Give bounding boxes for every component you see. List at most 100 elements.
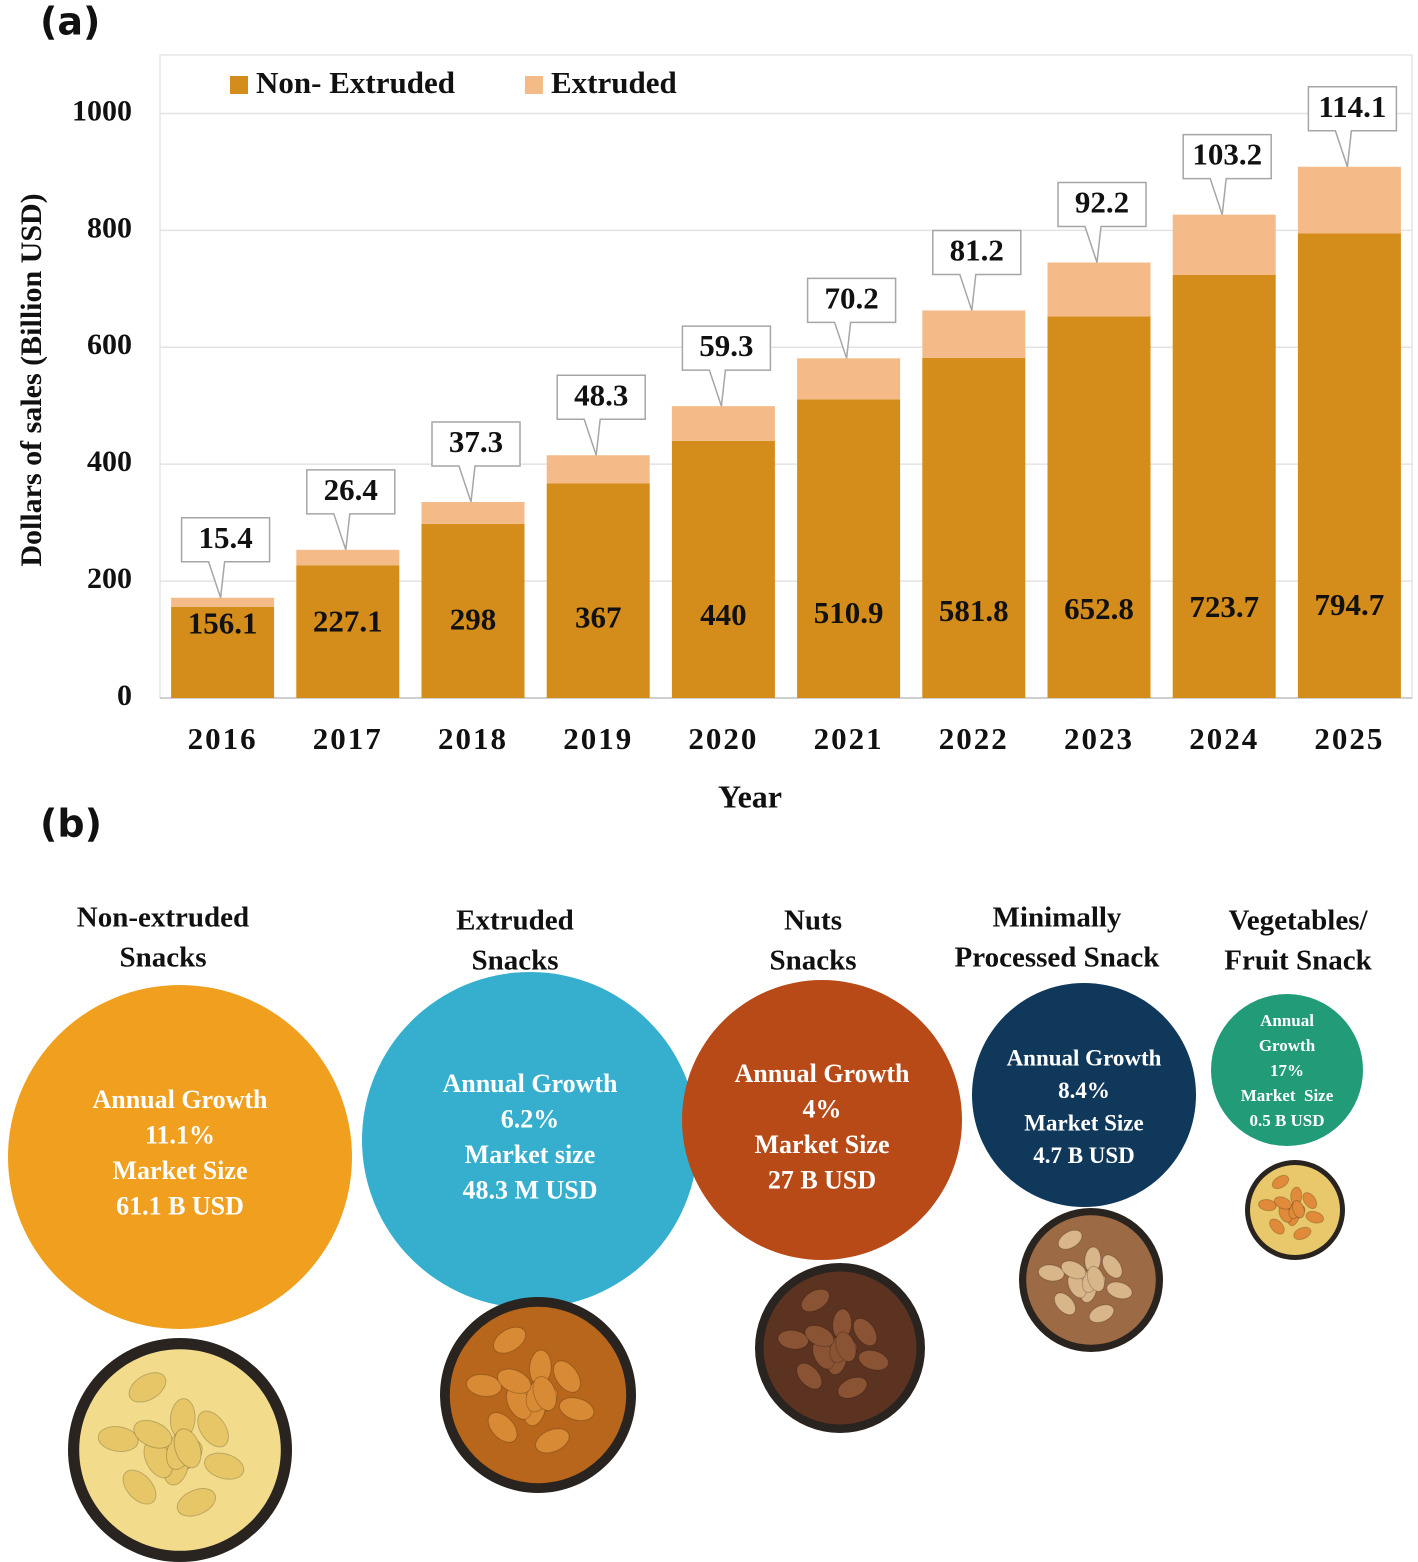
panel-label: (b) — [40, 802, 102, 846]
data-label: 26.4 — [324, 472, 378, 507]
x-axis-title: Year — [718, 778, 782, 814]
snack-bubble — [682, 980, 962, 1260]
y-axis-title: Dollars of sales (Billion USD) — [15, 193, 48, 566]
snack-bubble — [362, 972, 698, 1308]
snack-title: Nuts — [784, 905, 842, 937]
bubble-text: Market size — [465, 1140, 596, 1169]
data-label: 723.7 — [1189, 589, 1259, 624]
snack-title: Vegetables/ — [1228, 905, 1368, 937]
data-label: 15.4 — [198, 520, 252, 555]
bar-segment — [296, 549, 400, 566]
callout-box — [556, 374, 646, 456]
data-label: 794.7 — [1315, 587, 1385, 622]
food-piece — [852, 1317, 878, 1347]
food-piece — [97, 1426, 139, 1453]
food-piece — [532, 1375, 557, 1412]
data-label: 156.1 — [188, 606, 258, 641]
y-tick-label: 0 — [117, 679, 132, 712]
snack-title: Non-extruded — [77, 902, 249, 934]
food-piece — [796, 1362, 823, 1390]
food-piece — [176, 1488, 217, 1517]
bar-segment — [296, 565, 400, 698]
food-piece — [777, 1329, 809, 1350]
legend-swatch — [230, 76, 248, 94]
food-piece — [558, 1397, 595, 1422]
snack-title: Snacks — [769, 945, 856, 977]
snack-bubble — [8, 985, 352, 1329]
x-tick-label: 2022 — [939, 721, 1009, 756]
bubble-text: Market Size — [1024, 1110, 1143, 1135]
callout-box — [1182, 133, 1272, 215]
y-tick-label: 1000 — [72, 94, 132, 127]
callout-box — [1057, 181, 1147, 263]
bar-segment — [421, 502, 525, 524]
snack-bubble — [1211, 994, 1363, 1146]
bubble-text: 48.3 M USD — [462, 1175, 597, 1204]
data-label: 652.8 — [1064, 591, 1134, 626]
food-piece — [1273, 1196, 1292, 1210]
food-piece — [858, 1349, 889, 1371]
bubble-text: 17% — [1270, 1061, 1304, 1080]
food-piece — [204, 1452, 245, 1480]
bar-segment — [171, 597, 275, 607]
bar-segment — [922, 310, 1026, 358]
y-tick-label: 400 — [87, 445, 132, 478]
x-tick-label: 2016 — [188, 721, 258, 756]
bubble-text: 8.4% — [1058, 1078, 1110, 1103]
callout-box — [806, 277, 897, 359]
callout-box — [306, 469, 396, 551]
bubble-text: 61.1 B USD — [116, 1191, 244, 1220]
data-label: 70.2 — [824, 280, 878, 315]
bar-segment — [922, 357, 1026, 698]
food-piece — [492, 1326, 527, 1354]
bar-segment — [797, 399, 901, 698]
snack-bubble — [972, 983, 1196, 1207]
legend-label: Non- Extruded — [256, 65, 455, 100]
food-piece — [835, 1331, 857, 1363]
data-label: 59.3 — [699, 328, 753, 363]
x-tick-label: 2020 — [688, 721, 758, 756]
data-label: 298 — [450, 601, 497, 636]
food-piece — [497, 1368, 532, 1394]
bubble-text: Growth — [1259, 1036, 1316, 1055]
snack-title: Extruded — [456, 905, 574, 937]
bubble-text: Annual — [1260, 1011, 1314, 1030]
food-piece — [128, 1372, 167, 1403]
y-tick-label: 600 — [87, 328, 132, 361]
bar-segment — [1297, 233, 1401, 698]
snack-title: Minimally — [993, 902, 1122, 934]
x-tick-label: 2023 — [1064, 721, 1134, 756]
food-piece — [1269, 1218, 1285, 1235]
callout-box — [431, 421, 521, 503]
food-piece — [1086, 1265, 1106, 1292]
bar-segment — [1172, 274, 1276, 698]
bubble-text: Annual Growth — [92, 1085, 268, 1114]
y-tick-label: 800 — [87, 211, 132, 244]
food-piece — [487, 1412, 518, 1443]
food-piece — [553, 1360, 581, 1393]
food-piece — [804, 1324, 835, 1348]
bubble-text: Annual Growth — [442, 1069, 618, 1098]
data-label: 440 — [700, 597, 747, 632]
food-piece — [173, 1428, 202, 1469]
bubble-text: 6.2% — [501, 1104, 560, 1133]
food-piece — [133, 1419, 173, 1449]
bubble-text: Annual Growth — [1007, 1045, 1162, 1070]
data-label: 48.3 — [574, 377, 628, 412]
callout-box — [180, 517, 271, 598]
bar-segment — [671, 406, 775, 441]
callout-box — [932, 229, 1022, 311]
data-label: 114.1 — [1318, 89, 1386, 124]
y-tick-label: 200 — [87, 562, 132, 595]
bar-segment — [1297, 166, 1401, 234]
bar-segment — [1047, 316, 1151, 698]
food-piece — [1257, 1199, 1277, 1212]
bubble-text: 11.1% — [145, 1120, 215, 1149]
x-tick-label: 2018 — [438, 721, 508, 756]
data-label: 37.3 — [449, 424, 503, 459]
callout-box — [681, 325, 772, 407]
food-piece — [122, 1469, 157, 1505]
bar-segment — [546, 455, 650, 484]
bubble-text: Market Size — [1241, 1086, 1334, 1105]
